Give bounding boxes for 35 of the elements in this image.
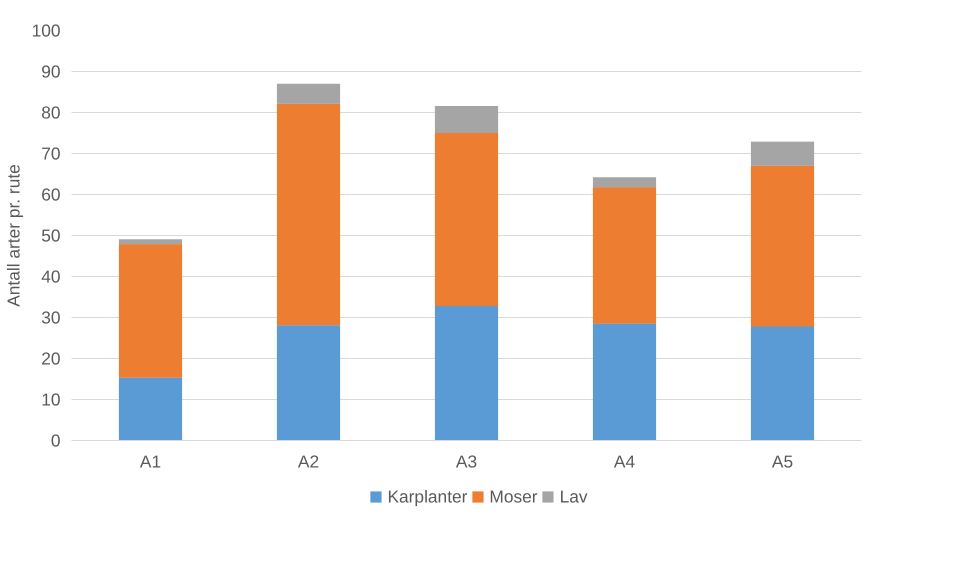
legend-label: Lav — [560, 486, 588, 507]
y-tick-label: 50 — [41, 226, 61, 246]
bar — [592, 324, 656, 440]
bar — [750, 326, 814, 440]
bar — [750, 166, 814, 327]
bar — [434, 306, 498, 440]
y-tick-label: 0 — [50, 430, 61, 450]
y-tick-label: 100 — [32, 20, 61, 40]
bar — [276, 104, 340, 326]
bar — [750, 142, 814, 166]
bar — [276, 84, 340, 104]
bar — [118, 378, 182, 440]
bar — [118, 244, 182, 378]
bar — [434, 133, 498, 306]
y-tick-label: 30 — [41, 308, 61, 328]
y-tick-label: 40 — [41, 266, 61, 286]
x-tick-label: A1 — [140, 452, 162, 472]
bar — [118, 239, 182, 244]
y-tick-label: 90 — [41, 62, 61, 82]
y-tick-label: 60 — [41, 184, 61, 204]
bar — [276, 325, 340, 440]
y-tick-label: 20 — [41, 348, 61, 368]
x-tick-label: A4 — [614, 452, 636, 472]
y-tick-label: 10 — [41, 390, 61, 410]
bar — [434, 106, 498, 133]
y-tick-label: 70 — [41, 144, 61, 164]
bar — [592, 177, 656, 188]
y-tick-label: 80 — [41, 102, 61, 122]
x-tick-label: A2 — [298, 452, 320, 472]
legend-label: Karplanter — [387, 486, 468, 507]
bar — [592, 187, 656, 324]
legend-label: Moser — [489, 486, 538, 507]
y-axis-title: Antall arter pr. rute — [4, 164, 24, 307]
x-tick-label: A3 — [456, 452, 478, 472]
x-tick-label: A5 — [772, 452, 794, 472]
